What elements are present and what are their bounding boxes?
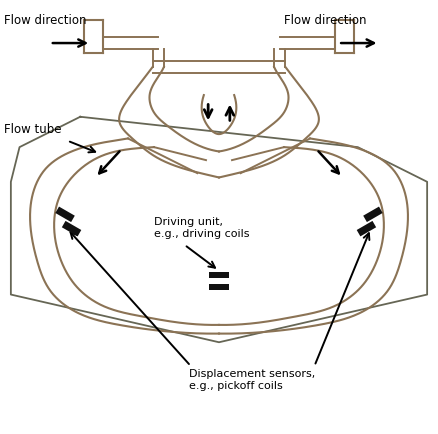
Bar xyxy=(208,273,230,279)
Text: Flow direction: Flow direction xyxy=(284,14,367,26)
Text: Flow direction: Flow direction xyxy=(4,14,87,26)
Bar xyxy=(208,284,230,290)
Text: Driving unit,
e.g., driving coils: Driving unit, e.g., driving coils xyxy=(154,217,250,238)
Text: Flow tube: Flow tube xyxy=(4,123,62,136)
Text: Displacement sensors,
e.g., pickoff coils: Displacement sensors, e.g., pickoff coil… xyxy=(189,368,315,390)
Polygon shape xyxy=(363,207,383,223)
Polygon shape xyxy=(55,207,75,223)
Polygon shape xyxy=(357,221,376,237)
Polygon shape xyxy=(62,221,81,237)
